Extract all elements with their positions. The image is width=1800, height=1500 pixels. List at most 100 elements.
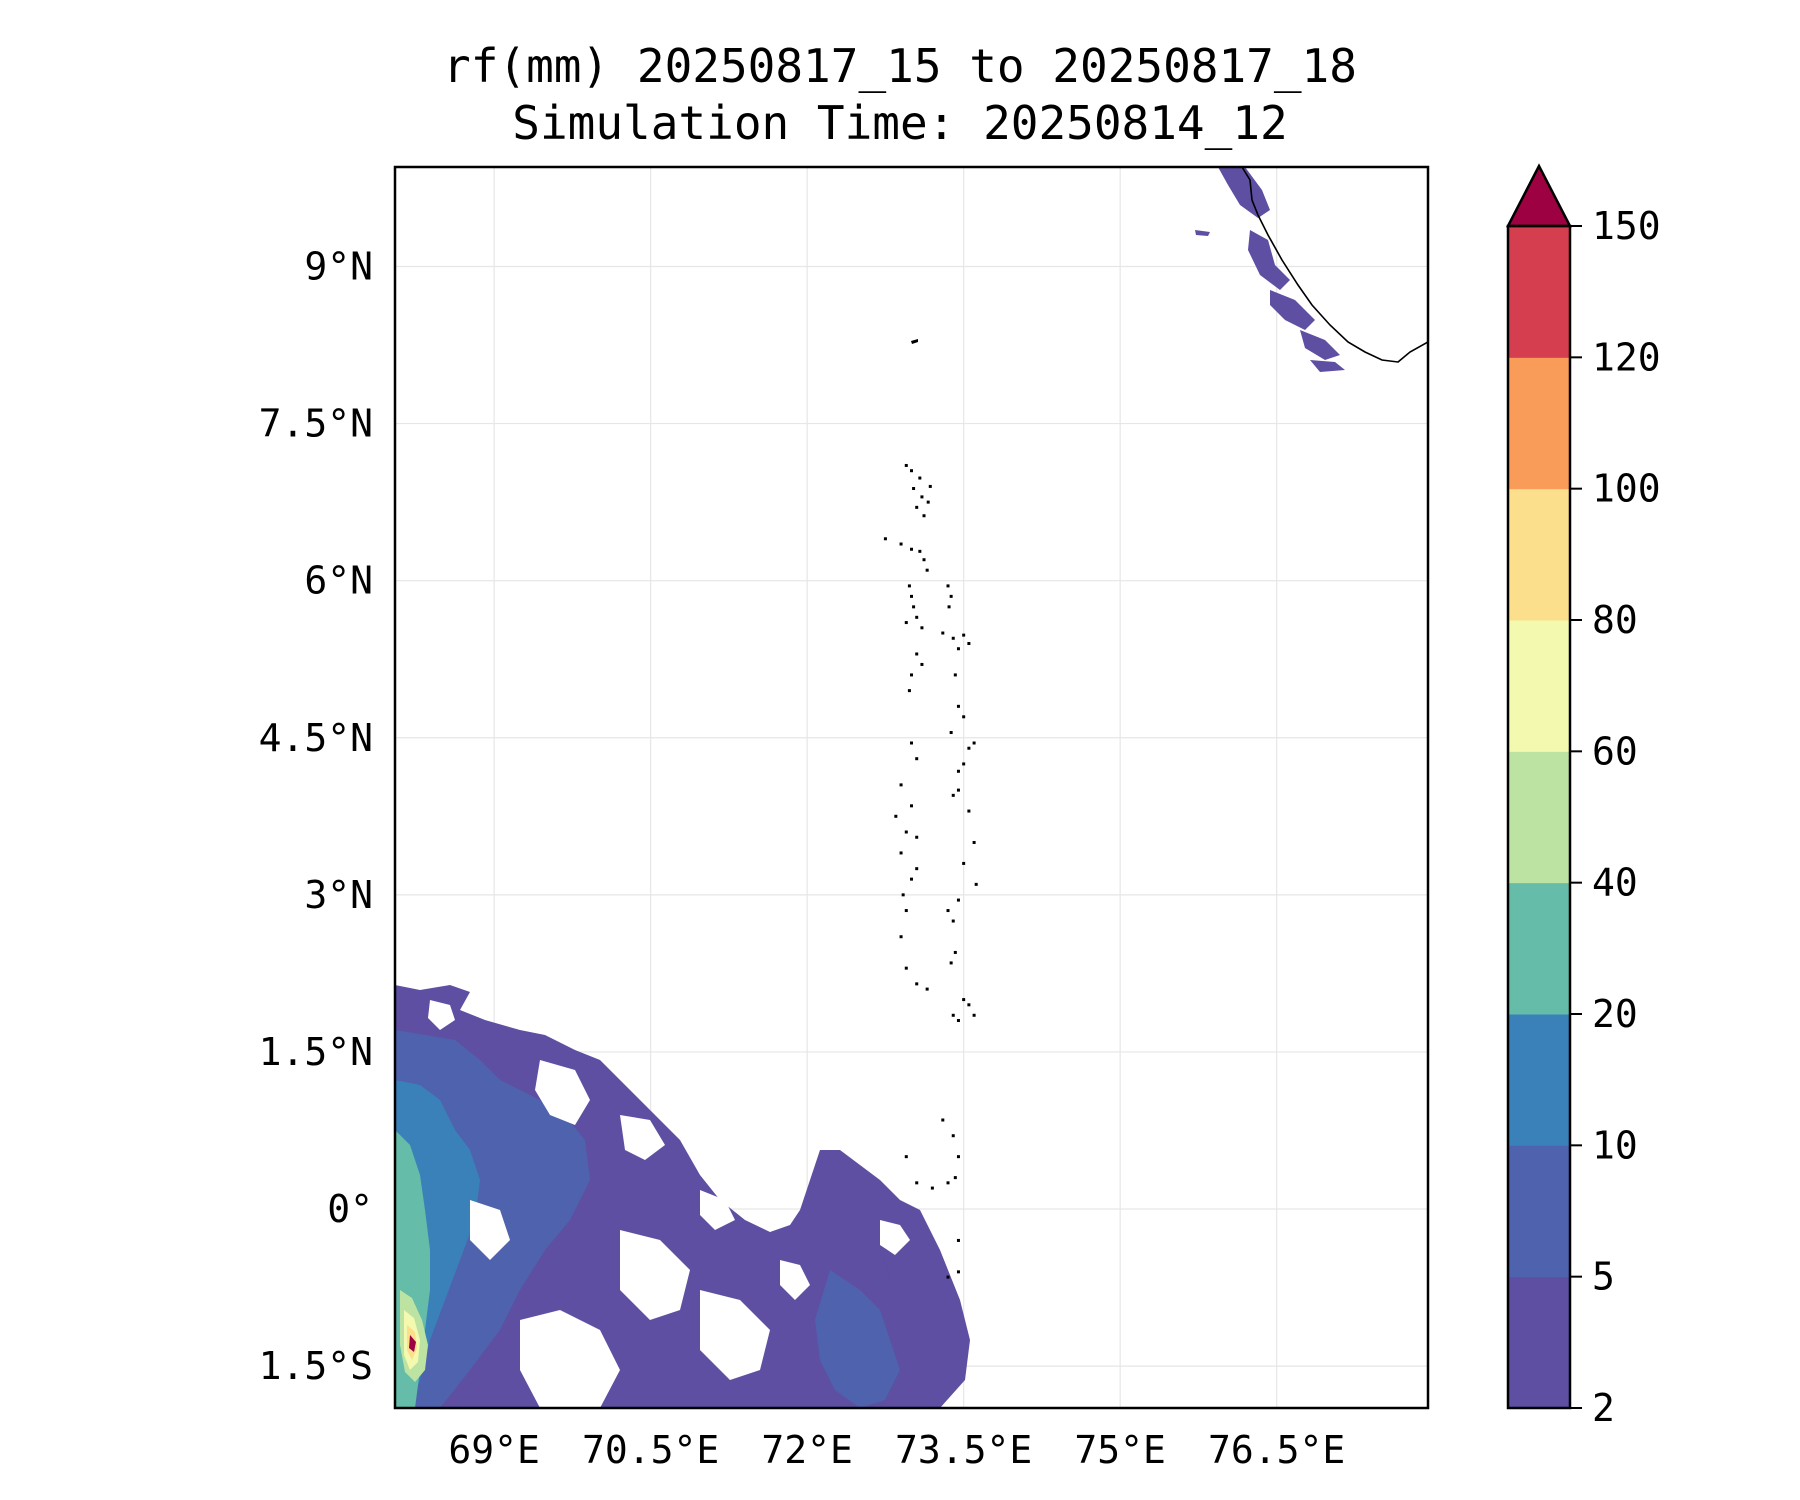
- atoll-dot: [930, 1186, 934, 1190]
- colorbar-segment: [1508, 357, 1570, 490]
- atoll-dot: [956, 647, 960, 651]
- atoll-dot: [972, 840, 976, 844]
- colorbar: 2 5 10 20 40 60 80 100 120 150: [1505, 163, 1661, 1430]
- colorbar-tick-label: 20: [1592, 992, 1638, 1036]
- colorbar-extend-arrow: [1505, 163, 1573, 228]
- atoll-dot: [910, 469, 913, 473]
- colorbar-segment: [1508, 1145, 1570, 1278]
- colorbar-frame: [1506, 224, 1572, 1410]
- atoll-dot: [899, 935, 903, 939]
- atoll-dot: [953, 1176, 957, 1180]
- atoll-dot: [904, 909, 908, 913]
- lat-tick-label: 4.5°N: [259, 716, 373, 760]
- atoll-dot: [951, 793, 955, 797]
- atoll-dot: [910, 547, 913, 551]
- atoll-dot: [956, 704, 960, 708]
- atoll-dot: [949, 594, 953, 598]
- maldives-atolls: [883, 339, 978, 1279]
- atoll-dot: [946, 909, 950, 913]
- lat-tick-label: 3°N: [304, 873, 373, 917]
- colorbar-tick-label: 60: [1592, 729, 1638, 773]
- lon-tick-label: 72°E: [761, 1428, 853, 1472]
- atoll-dot: [894, 814, 898, 818]
- atoll-dot: [883, 537, 887, 541]
- atoll-dot: [915, 652, 919, 656]
- lon-tick-label: 69°E: [448, 1428, 540, 1472]
- colorbar-tick-label: 100: [1592, 467, 1661, 511]
- map-title: rf(mm) 20250817_15 to 20250817_18: [443, 39, 1357, 93]
- lat-tick-label: 1.5°S: [259, 1344, 373, 1388]
- atoll-dot: [915, 505, 919, 509]
- atoll-dot: [904, 621, 908, 625]
- atoll-dot: [953, 950, 957, 954]
- atoll-dot: [967, 642, 971, 646]
- colorbar-tick-label: 2: [1592, 1386, 1615, 1430]
- atoll-dot: [956, 1270, 960, 1274]
- atoll-dot: [915, 867, 919, 871]
- atoll-dot: [910, 741, 913, 745]
- atoll-dot: [926, 500, 930, 504]
- atoll-dot: [910, 594, 913, 598]
- atoll-dot: [912, 487, 916, 491]
- atoll-dot: [907, 689, 911, 693]
- colorbar-segment: [1508, 620, 1570, 752]
- atoll-dot: [920, 495, 924, 499]
- colorbar-tick-label: 10: [1592, 1123, 1638, 1167]
- colorbar-segment: [1508, 751, 1570, 884]
- atoll-dot: [899, 851, 903, 855]
- atoll-dot: [910, 877, 913, 881]
- atoll-dot: [956, 1155, 960, 1159]
- atoll-dot: [907, 584, 911, 588]
- coastal-rain-speck: [1195, 230, 1210, 236]
- atoll-dot: [922, 514, 926, 518]
- colorbar-segment: [1508, 226, 1570, 358]
- lon-tick-label: 76.5°E: [1208, 1428, 1345, 1472]
- colorbar-tick-label: 150: [1592, 204, 1661, 248]
- atoll-dot: [962, 998, 966, 1002]
- atoll-dot: [912, 605, 916, 609]
- coastline-india: [1241, 167, 1428, 363]
- atoll-dot: [904, 1155, 908, 1159]
- atoll-dot: [956, 898, 960, 902]
- atoll-dot: [918, 549, 922, 553]
- lat-tick-label: 6°N: [304, 559, 373, 603]
- atoll-dot: [915, 1181, 919, 1185]
- rain-gaps: [428, 1000, 910, 1408]
- lat-tick-label: 9°N: [304, 244, 373, 288]
- atoll-dot: [901, 893, 905, 897]
- colorbar-tick-label: 120: [1592, 335, 1661, 379]
- atoll-dot: [962, 715, 966, 719]
- lat-tick-label: 0°: [327, 1187, 373, 1231]
- atoll-dot: [972, 1013, 976, 1017]
- coastal-rain-band-5: [1310, 360, 1345, 372]
- atoll-dot: [904, 830, 908, 834]
- atoll-dot: [956, 1019, 960, 1023]
- atoll-dot: [951, 919, 955, 923]
- atoll-dot: [962, 762, 966, 766]
- atoll-dot: [904, 966, 908, 970]
- atoll-dot: [967, 746, 971, 750]
- lat-tick-label: 1.5°N: [259, 1030, 373, 1074]
- atoll-dot: [946, 1275, 950, 1279]
- rain-region-east-10mm: [815, 1270, 900, 1408]
- atoll-dot: [925, 568, 929, 572]
- atoll-dot: [951, 1134, 955, 1138]
- atoll-dot: [915, 615, 919, 619]
- atoll-dot: [953, 673, 957, 677]
- atoll-dot: [967, 1003, 971, 1007]
- rain-region-max: [409, 1335, 416, 1352]
- colorbar-segment: [1508, 882, 1570, 1015]
- colorbar-tick-label: 80: [1592, 598, 1638, 642]
- rain-region-secondary: [800, 1215, 890, 1300]
- atoll-dot: [946, 584, 950, 588]
- atoll-dot: [949, 961, 953, 965]
- atoll-dot: [920, 626, 924, 630]
- longitude-labels: 69°E 70.5°E 72°E 73.5°E 75°E 76.5°E: [448, 1428, 1345, 1472]
- atoll-dot: [915, 835, 919, 839]
- coastal-rain-band-4: [1300, 330, 1340, 360]
- colorbar-tick-label: 40: [1592, 861, 1638, 905]
- lon-tick-label: 73.5°E: [895, 1428, 1032, 1472]
- atoll-dot: [951, 1013, 955, 1017]
